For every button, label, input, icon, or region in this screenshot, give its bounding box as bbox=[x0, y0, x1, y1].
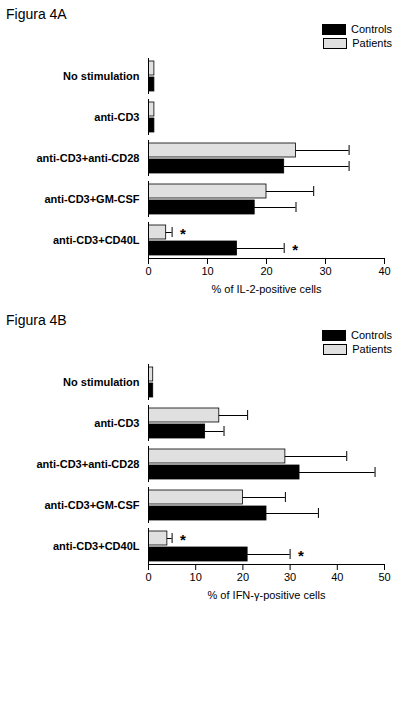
html-text:Figura 4B: Figura 4B bbox=[6, 312, 67, 328]
svg-text:% of IFN-γ-positive cells: % of IFN-γ-positive cells bbox=[208, 589, 326, 601]
svg-text:40: 40 bbox=[378, 265, 390, 277]
svg-text:50: 50 bbox=[378, 571, 390, 583]
svg-text:20: 20 bbox=[237, 571, 249, 583]
svg-text:anti-CD3+anti-CD28: anti-CD3+anti-CD28 bbox=[37, 458, 140, 470]
svg-text:10: 10 bbox=[190, 571, 202, 583]
svg-text:40: 40 bbox=[331, 571, 343, 583]
svg-text:anti-CD3+anti-CD28: anti-CD3+anti-CD28 bbox=[37, 152, 140, 164]
svg-text:30: 30 bbox=[319, 265, 331, 277]
svg-text:anti-CD3: anti-CD3 bbox=[94, 417, 139, 429]
svg-text:No stimulation: No stimulation bbox=[63, 70, 140, 82]
svg-text:% of IL-2-positive cells: % of IL-2-positive cells bbox=[211, 283, 322, 295]
svg-text:*: * bbox=[180, 531, 186, 548]
svg-text:No stimulation: No stimulation bbox=[63, 376, 140, 388]
html-text:Patients: Patients bbox=[352, 343, 392, 355]
svg-text:*: * bbox=[180, 225, 186, 242]
svg-text:*: * bbox=[298, 547, 304, 564]
svg-text:anti-CD3+GM-CSF: anti-CD3+GM-CSF bbox=[44, 193, 139, 205]
svg-text:20: 20 bbox=[260, 265, 272, 277]
svg-text:anti-CD3+GM-CSF: anti-CD3+GM-CSF bbox=[44, 499, 139, 511]
svg-text:anti-CD3: anti-CD3 bbox=[94, 111, 139, 123]
svg-text:anti-CD3+CD40L: anti-CD3+CD40L bbox=[53, 540, 140, 552]
svg-text:anti-CD3+CD40L: anti-CD3+CD40L bbox=[53, 234, 140, 246]
svg-text:30: 30 bbox=[284, 571, 296, 583]
svg-text:0: 0 bbox=[145, 265, 151, 277]
html-text:Controls: Controls bbox=[351, 329, 392, 341]
html-text:Controls: Controls bbox=[351, 23, 392, 35]
html-text:Patients: Patients bbox=[352, 37, 392, 49]
svg-text:0: 0 bbox=[145, 571, 151, 583]
svg-text:*: * bbox=[292, 241, 298, 258]
html-text:Figura 4A: Figura 4A bbox=[6, 6, 67, 22]
svg-text:10: 10 bbox=[201, 265, 213, 277]
